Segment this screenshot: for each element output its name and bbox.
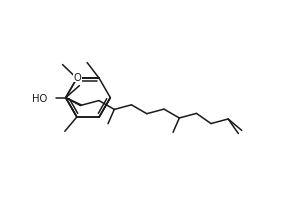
Text: HO: HO bbox=[32, 93, 48, 103]
Text: O: O bbox=[74, 73, 82, 82]
